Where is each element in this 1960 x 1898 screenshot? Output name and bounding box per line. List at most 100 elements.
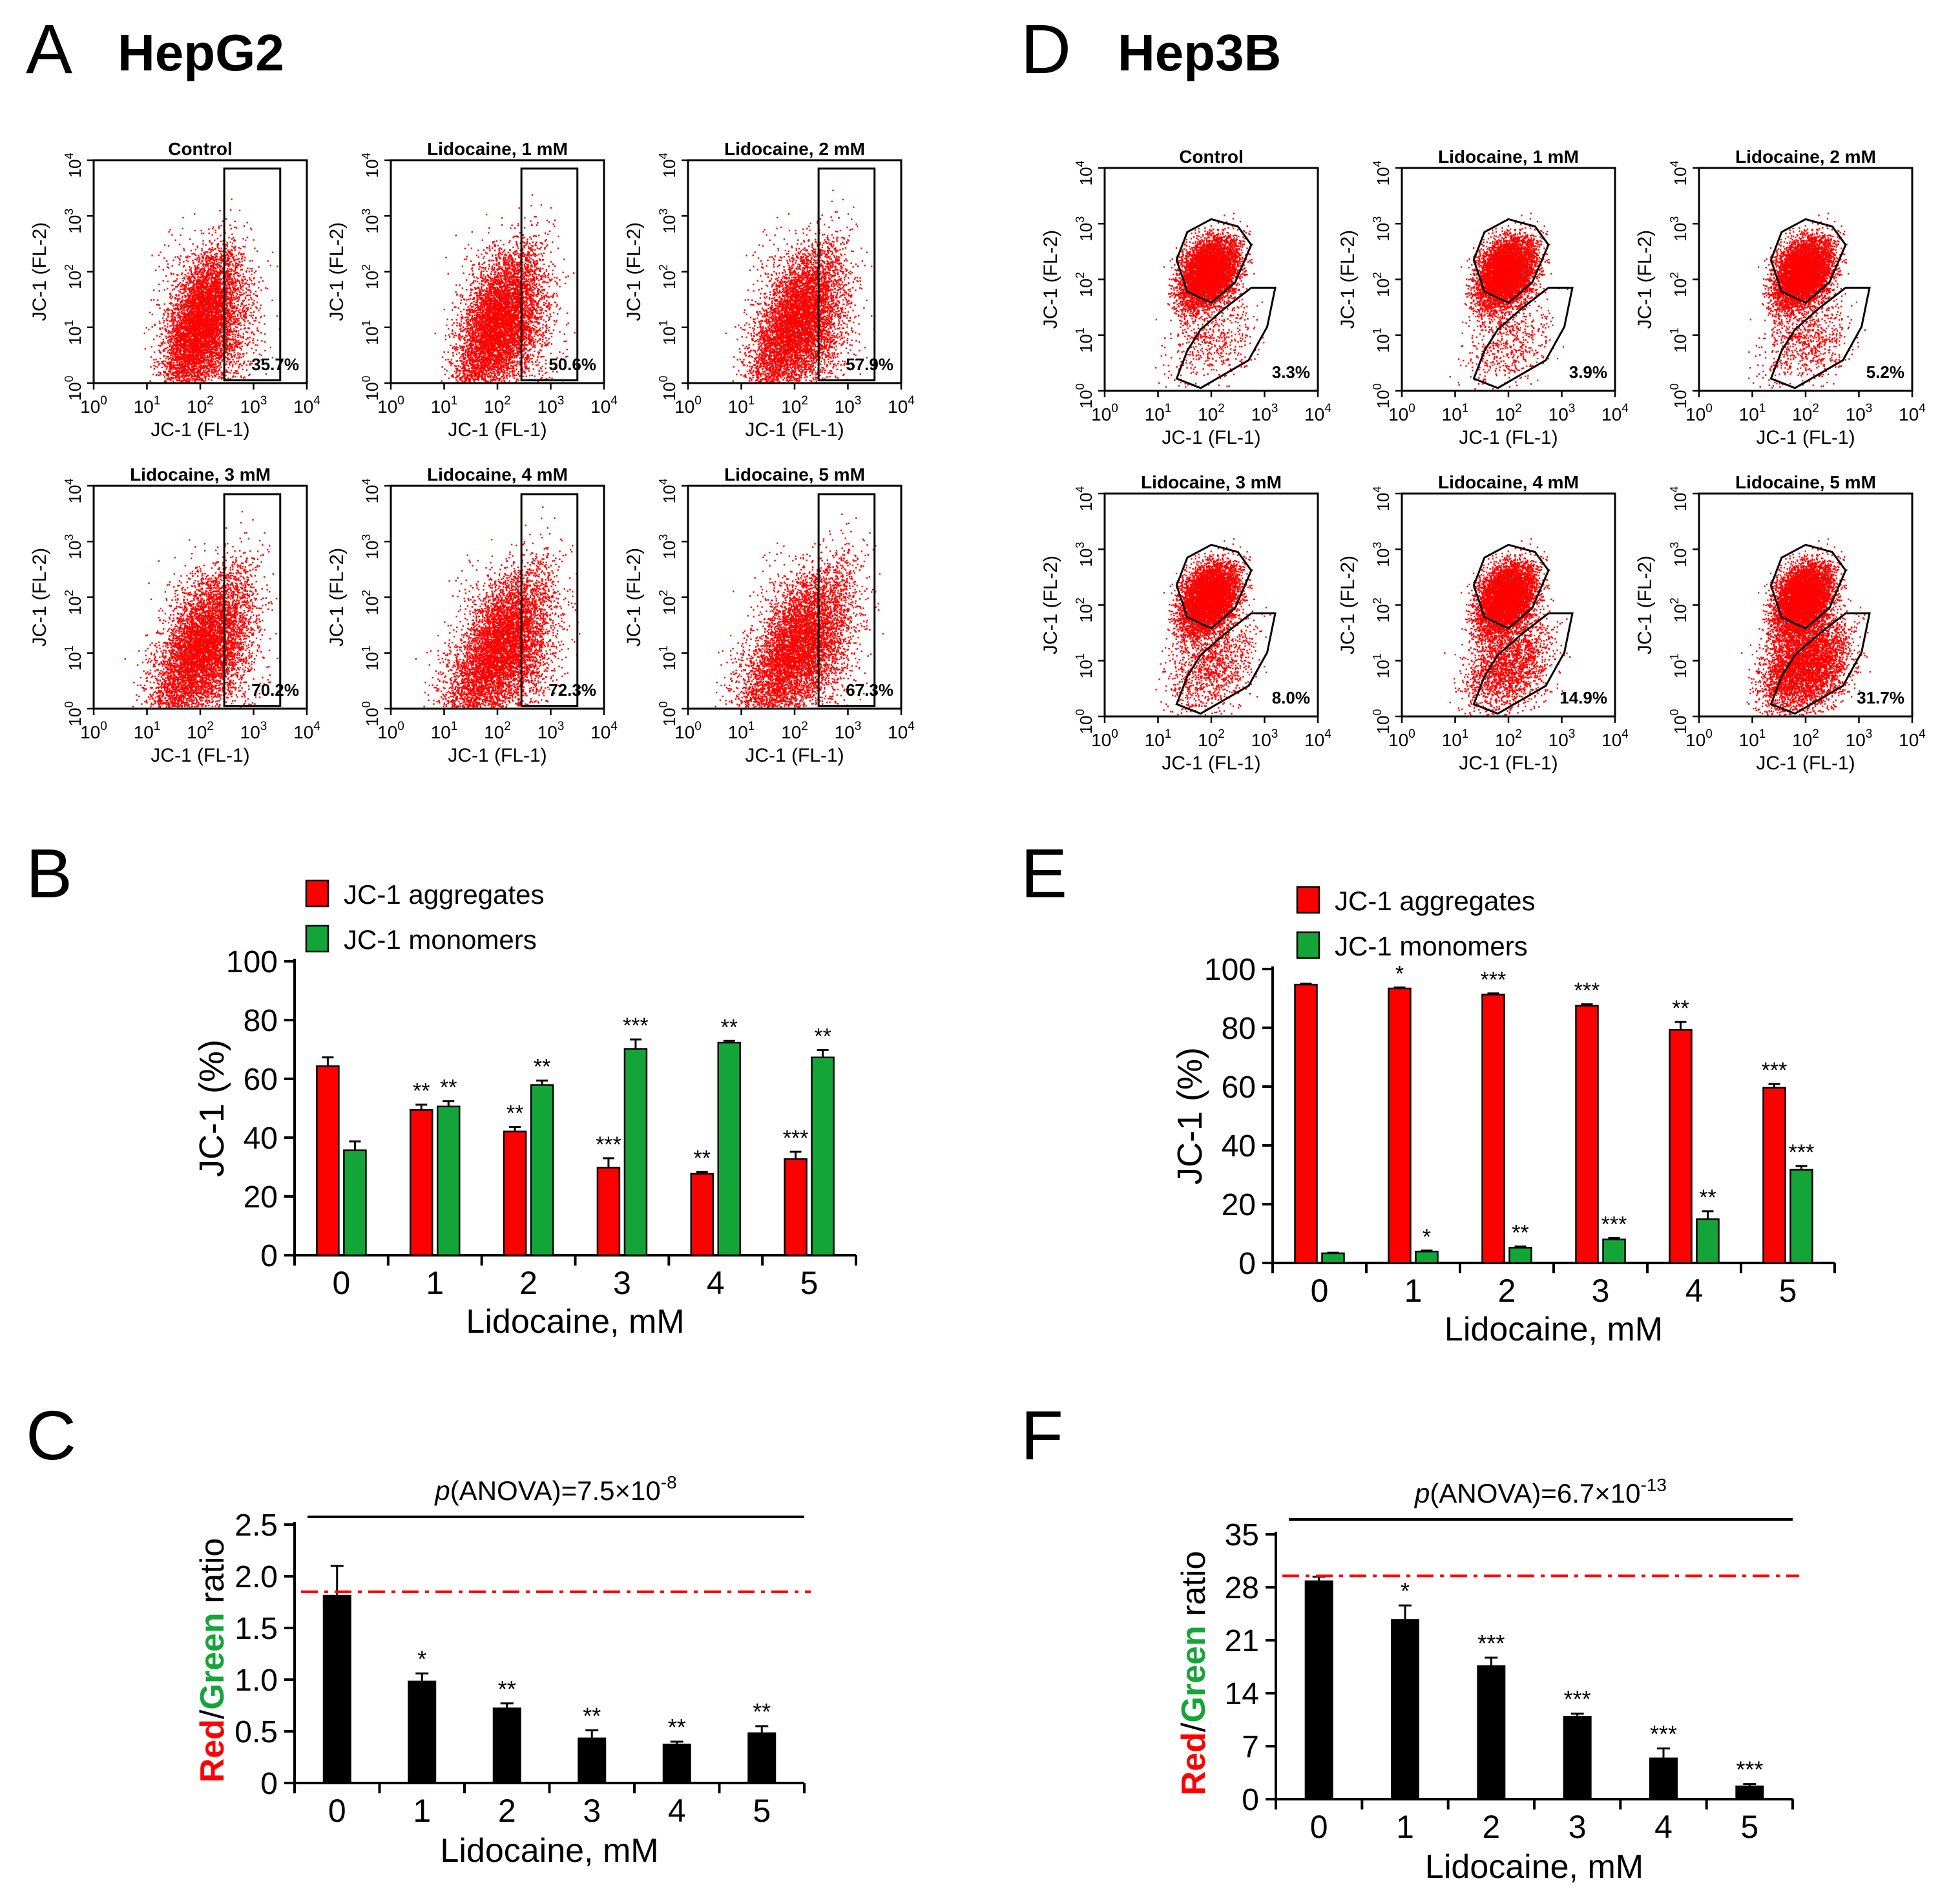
x-tick-label: 103 [1846,727,1873,750]
tick-base: 10 [187,722,207,742]
y-label-rest: ratio [194,1538,231,1613]
y-tick-label: 7 [1242,1730,1259,1764]
plot-title: Lidocaine, 2 mM [1735,147,1876,167]
significance-label: ** [1512,1221,1528,1246]
gate-percentage: 67.3% [846,680,893,700]
y-tick-label: 104 [1074,486,1096,512]
x-tick-label: 2 [498,1793,516,1829]
anova-pvalue: p(ANOVA)=6.7×10-13 [1413,1475,1667,1508]
x-tick-label: 101 [431,394,458,417]
bar-c-1 [408,1680,437,1783]
x-tick-label: 100 [377,394,404,417]
bar-f-3 [1563,1716,1592,1799]
tick-base: 10 [660,708,679,727]
y-tick-label: 100 [360,702,382,727]
y-axis-label: JC-1 (FL-2) [1040,230,1061,329]
tick-base: 10 [1373,604,1393,623]
bar-f-0 [1304,1580,1333,1799]
flow-plot-hep3b-5: Lidocaine, 5 mM1001001011011021021031031… [1634,472,1926,774]
bar-b-s0-4 [690,1173,714,1257]
bar-e-s1-1 [1415,1251,1439,1264]
legend-label: JC-1 aggregates [344,879,545,910]
tick-exp: 0 [1668,384,1681,390]
x-tick-label: 3 [583,1793,601,1829]
significance-label: *** [1650,1721,1677,1747]
y-tick-label: 100 [657,376,679,401]
legend-label: JC-1 monomers [344,924,537,955]
gate-polygon-lower [1175,612,1277,715]
y-tick-label: 103 [1668,542,1690,567]
plot-title: Lidocaine, 1 mM [427,139,568,159]
tick-base: 10 [1495,730,1515,750]
tick-exp: 2 [1371,272,1384,278]
y-tick-label: 0.5 [235,1715,278,1749]
y-axis-label: JC-1 (%) [1171,1047,1209,1185]
x-tick-label: 104 [590,394,618,417]
gate-polygon-lower [1472,286,1574,390]
bar-e-s0-2 [1481,994,1505,1264]
tick-base: 10 [1076,223,1096,242]
tick-base: 10 [1091,730,1111,750]
tick-base: 10 [660,326,679,345]
x-tick-label: 101 [1442,402,1469,424]
x-tick-label: 103 [1846,402,1873,424]
chart-b: 0 20 40 60 80 100 0 1 2 3 4 5 Lidocaine, mM JC-1 (%) *… [193,879,857,1340]
x-axis-label: JC-1 (FL-1) [151,419,249,441]
tick-base: 10 [1373,548,1393,567]
tick-exp: 2 [63,590,76,596]
tick-exp: 3 [558,720,565,733]
y-tick-label: 104 [1668,486,1690,512]
panel-letter-b: B [26,834,73,912]
y-tick-label: 100 [1074,709,1096,735]
x-tick-label: 4 [1685,1273,1704,1309]
tick-base: 10 [362,708,382,727]
significance-label: ** [506,1101,523,1126]
y-axis-label: Red/Green ratio [194,1538,231,1783]
y-label-red: Red [1175,1732,1213,1795]
tick-exp: 0 [397,720,404,733]
tick-exp: 1 [1165,727,1172,741]
bar-e-s0-4 [1669,1028,1693,1264]
gate-percentage: 31.7% [1857,688,1904,707]
y-tick-label: 103 [657,209,679,234]
x-tick-label: 100 [1388,727,1415,750]
plot-title: Lidocaine, 3 mM [130,464,271,485]
panel-letter-d: D [1021,10,1071,88]
plot-frame [92,485,308,710]
y-axis-label: JC-1 (FL-2) [1634,556,1656,654]
tick-exp: 0 [657,376,670,382]
tick-exp: 4 [610,720,618,733]
y-tick-label: 0 [260,1767,278,1801]
tick-base: 10 [1076,716,1096,735]
y-tick-label: 102 [63,264,85,289]
y-tick-label: 102 [1668,598,1690,623]
tick-exp: 4 [1919,727,1926,741]
x-tick-label: 104 [293,394,320,417]
tick-base: 10 [1495,404,1515,424]
tick-exp: 0 [1408,402,1415,415]
significance-label: * [1423,1225,1431,1249]
tick-base: 10 [134,722,154,742]
chart-c: 0 0.5 1.0 1.5 2.0 2.5 0 1 2 3 4 5 Lidocaine, mM Red/G… [194,1472,811,1870]
tick-base: 10 [362,160,382,178]
bar-c-2 [492,1707,521,1783]
tick-exp: 3 [1866,402,1873,415]
bar-b-s1-1 [437,1105,461,1257]
tick-base: 10 [1548,404,1569,424]
tick-exp: 1 [451,720,458,733]
tick-base: 10 [1739,404,1759,424]
x-axis-label: JC-1 (FL-1) [1756,427,1855,448]
x-tick-label: 101 [431,720,458,742]
tick-base: 10 [65,160,85,178]
significance-label: * [1401,1578,1410,1604]
tick-base: 10 [65,382,85,401]
tick-base: 10 [1671,604,1690,623]
significance-label: ** [498,1676,516,1702]
y-tick-label: 103 [63,209,85,234]
tick-exp: 0 [63,702,76,708]
tick-base: 10 [728,722,748,742]
y-tick-label: 104 [657,153,679,178]
scatter-dots [143,198,280,382]
tick-base: 10 [1388,404,1408,424]
tick-exp: 1 [748,720,755,733]
